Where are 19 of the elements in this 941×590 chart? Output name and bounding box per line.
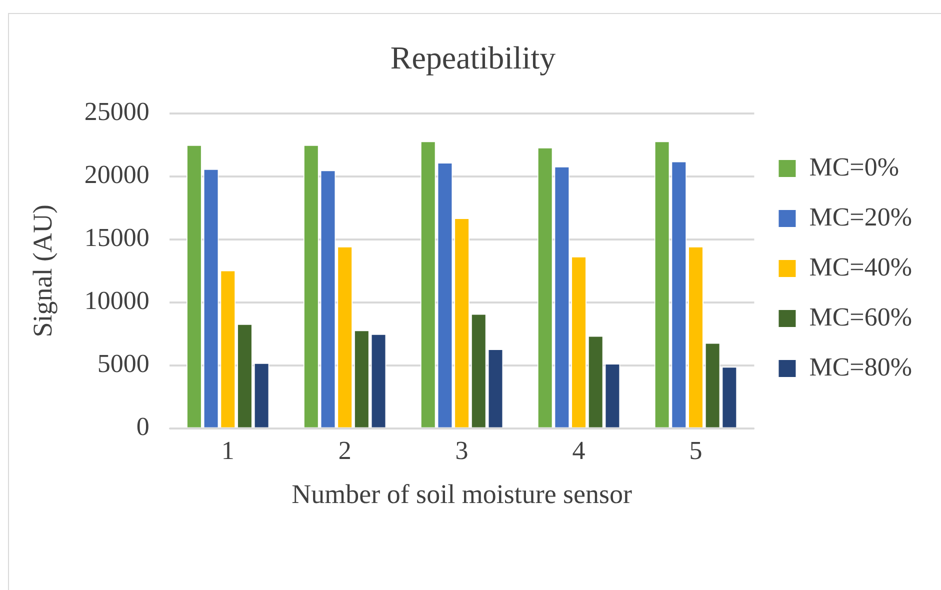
- x-tick-label: 5: [689, 436, 702, 465]
- y-tick-label: 10000: [84, 286, 150, 316]
- y-tick-label: 15000: [84, 223, 150, 252]
- y-tick-label: 25000: [84, 97, 150, 126]
- x-tick-label: 2: [338, 436, 352, 465]
- y-tick-label: 20000: [84, 160, 150, 190]
- legend-label: MC=20%: [809, 202, 912, 232]
- y-axis-title: Signal (AU): [27, 204, 58, 338]
- x-tick-label: 4: [572, 436, 586, 465]
- y-tick-label: 0: [136, 412, 150, 442]
- legend-label: MC=0%: [809, 152, 899, 182]
- x-tick-label: 3: [455, 436, 468, 465]
- y-tick-label: 5000: [97, 349, 150, 378]
- chart-title: Repeatibility: [390, 40, 556, 76]
- legend-label: MC=40%: [809, 252, 912, 282]
- legend-label: MC=60%: [809, 302, 912, 332]
- x-axis-title: Number of soil moisture sensor: [292, 478, 632, 509]
- x-tick-label: 1: [221, 436, 234, 465]
- legend-label: MC=80%: [809, 352, 912, 382]
